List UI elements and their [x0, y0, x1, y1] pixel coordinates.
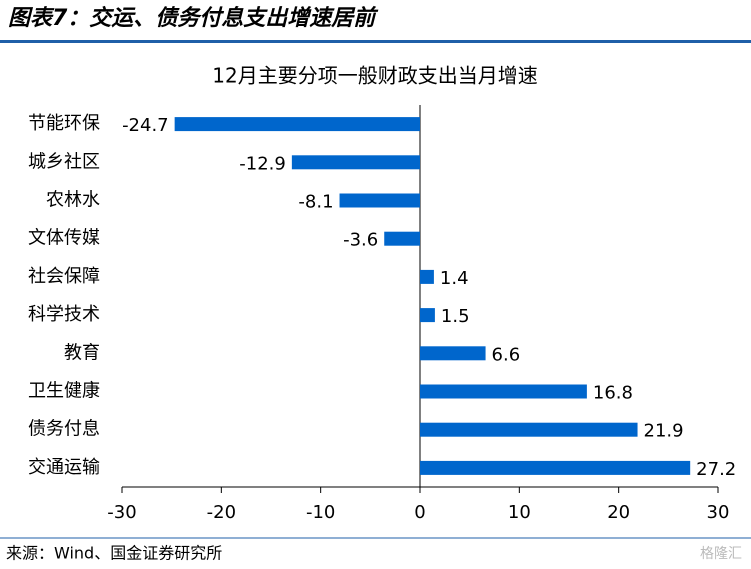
x-tick-label: 0: [414, 502, 425, 523]
bar: [420, 460, 691, 475]
y-tick-label: 文体传媒: [28, 228, 100, 249]
y-tick-label: 债务付息: [28, 419, 100, 440]
x-tick-label: 20: [607, 502, 630, 523]
y-tick-label: 社会保障: [28, 266, 100, 287]
y-tick-label: 教育: [64, 342, 100, 363]
value-label: -8.1: [298, 192, 333, 213]
value-label: 21.9: [644, 421, 684, 442]
value-label: -24.7: [122, 115, 169, 136]
bar: [420, 269, 434, 284]
y-tick-label: 卫生健康: [28, 381, 100, 402]
y-tick-label: 科学技术: [28, 304, 100, 325]
header-rule: [0, 40, 751, 43]
chart-title: 12月主要分项一般财政支出当月增速: [212, 64, 537, 88]
y-tick-label: 交通运输: [28, 457, 100, 478]
bar: [174, 117, 420, 132]
bar: [420, 384, 587, 399]
x-tick-label: 30: [707, 502, 730, 523]
value-label: 27.2: [696, 459, 736, 480]
value-label: 6.6: [492, 344, 521, 365]
x-tick-label: 10: [508, 502, 531, 523]
header-title: 图表7：交运、债务付息支出增速居前: [8, 5, 379, 31]
value-label: -3.6: [343, 230, 378, 251]
bar: [291, 155, 420, 170]
bar: [420, 422, 638, 437]
bar: [384, 231, 420, 246]
value-label: 1.4: [440, 268, 469, 289]
value-label: 16.8: [593, 383, 633, 404]
bar: [339, 193, 420, 208]
y-tick-label: 农林水: [46, 190, 100, 211]
x-tick-label: -10: [306, 502, 335, 523]
source: 来源：Wind、国金证券研究所: [6, 544, 222, 563]
x-tick-label: -30: [107, 502, 136, 523]
bar: [420, 346, 486, 361]
value-label: 1.5: [441, 306, 470, 327]
y-tick-label: 城乡社区: [28, 151, 100, 172]
y-tick-label: 节能环保: [28, 113, 100, 134]
bar: [420, 308, 435, 323]
x-tick-label: -20: [207, 502, 236, 523]
watermark: 格隆汇: [700, 546, 742, 562]
value-label: -12.9: [239, 153, 286, 174]
